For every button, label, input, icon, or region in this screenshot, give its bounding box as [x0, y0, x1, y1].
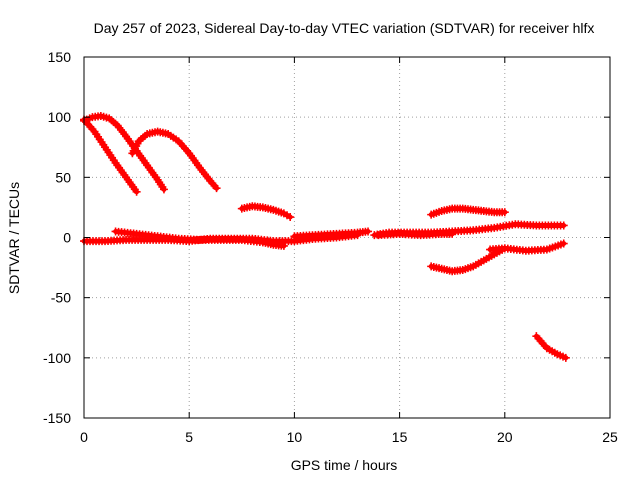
data-point — [364, 227, 373, 236]
data-series — [532, 332, 570, 362]
x-tick-label: 15 — [392, 429, 408, 445]
x-axis-label: GPS time / hours — [291, 457, 398, 473]
data-series — [486, 239, 568, 255]
y-tick-label: 150 — [48, 49, 72, 65]
y-tick-label: 50 — [55, 169, 71, 185]
data-point — [159, 185, 168, 194]
data-series — [237, 202, 295, 222]
data-series — [111, 227, 288, 250]
data-point — [500, 208, 509, 217]
data-series — [427, 204, 509, 219]
x-tick-label: 10 — [287, 429, 303, 445]
x-tick-label: 0 — [80, 429, 88, 445]
x-tick-label: 25 — [602, 429, 618, 445]
chart-title: Day 257 of 2023, Sidereal Day-to-day VTE… — [94, 20, 595, 36]
y-tick-label: -100 — [43, 350, 71, 366]
data-point — [448, 229, 457, 238]
y-tick-label: -50 — [51, 290, 71, 306]
axis-ticks: 0 5 10 15 20 25 -150 -100 -50 0 50 100 150 — [43, 49, 618, 445]
data-point — [561, 353, 570, 362]
x-tick-label: 5 — [185, 429, 193, 445]
data-point — [286, 213, 295, 222]
data-series — [427, 244, 509, 276]
data-series — [290, 227, 373, 241]
y-tick-label: 100 — [48, 109, 72, 125]
data-point — [559, 221, 568, 230]
y-tick-label: -150 — [43, 410, 71, 426]
data-point — [212, 184, 221, 193]
data-point — [279, 241, 288, 250]
x-tick-label: 20 — [497, 429, 513, 445]
data-series — [374, 229, 457, 240]
y-axis-label: SDTVAR / TECUs — [6, 182, 22, 294]
data-points — [80, 111, 570, 362]
data-series — [128, 127, 221, 193]
y-tick-label: 0 — [63, 230, 71, 246]
data-point — [559, 239, 568, 248]
data-point — [132, 187, 141, 196]
